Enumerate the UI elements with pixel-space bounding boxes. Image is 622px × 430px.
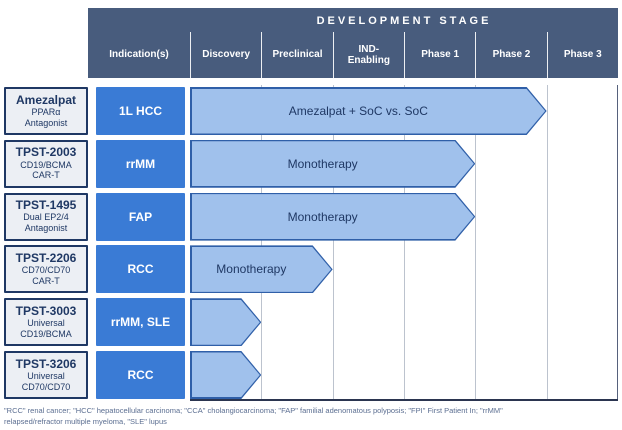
pipeline-grid: Amezalpat PPARα Antagonist 1L HCC Amezal… [0,85,622,401]
pipeline-row-tpst-1495: TPST-1495 Dual EP2/4 Antagonist FAP Mono… [0,192,622,241]
stage-progress-arrow: Monotherapy [190,140,475,188]
stage-progress-arrow-fill [192,352,260,397]
program-subtitle: CD19/BCMA CAR-T [20,159,72,181]
program-name: TPST-3206 [15,356,77,371]
arrow-label: Monotherapy [287,209,358,224]
stage-progress-arrow-fill [192,194,474,239]
indication-box: RCC [96,245,185,294]
program-subtitle: Universal CD19/BCMA [20,317,72,339]
indication-box: rrMM [96,139,185,188]
program-box: TPST-3003 Universal CD19/BCMA [4,298,88,347]
stage-track: Monotherapy [190,193,618,241]
column-header-phase-3: Phase 3 [546,32,618,78]
stage-track [190,351,618,399]
stage-progress-arrow [190,298,261,346]
column-header-ind-enabling: IND- Enabling [332,32,404,78]
stage-track: Monotherapy [190,140,618,188]
pipeline-row-amezalpat: Amezalpat PPARα Antagonist 1L HCC Amezal… [0,87,622,135]
column-gridline-right-edge [617,85,618,400]
arrow-label: Amezalpat + SoC vs. SoC [288,104,428,118]
footnote: "RCC" renal cancer; "HCC" hepatocellular… [4,406,503,426]
column-header-phase-1: Phase 1 [403,32,475,78]
column-gridline [261,85,262,400]
stage-progress-arrow-fill [192,300,260,345]
column-gridline [475,85,476,400]
stage-progress-arrow [190,351,261,399]
stage-progress-arrow-fill [192,247,332,292]
program-subtitle: PPARα Antagonist [24,106,68,128]
pipeline-rows: Amezalpat PPARα Antagonist 1L HCC Amezal… [0,87,622,399]
indication-box: rrMM, SLE [96,298,185,347]
arrow-label: Monotherapy [287,156,358,171]
program-subtitle: CD70/CD70 CAR-T [21,265,71,286]
program-subtitle: Universal CD70/CD70 [21,370,71,392]
column-header-phase-2: Phase 2 [475,32,546,78]
stage-progress-arrow: Monotherapy [190,245,333,293]
program-name: TPST-2003 [15,145,77,160]
program-name: TPST-2206 [15,251,77,265]
arrow-label: Monotherapy [216,262,287,277]
stage-progress-arrow: Amezalpat + SoC vs. SoC [190,87,547,135]
program-name: TPST-3003 [15,303,77,318]
stage-column-headers: Indication(s) Discovery Preclinical IND-… [88,32,618,78]
indication-box: RCC [96,350,185,399]
program-name: TPST-1495 [15,198,77,213]
column-gridline [333,85,334,400]
pipeline-row-tpst-2206: TPST-2206 CD70/CD70 CAR-T RCC Monotherap… [0,245,622,294]
pipeline-row-tpst-3003: TPST-3003 Universal CD19/BCMA rrMM, SLE [0,298,622,347]
stage-progress-arrow: Monotherapy [190,193,475,241]
program-name: Amezalpat [15,92,77,107]
stage-progress-arrow-fill [192,89,546,134]
program-box: TPST-1495 Dual EP2/4 Antagonist [4,192,88,241]
program-subtitle: Dual EP2/4 Antagonist [23,212,69,234]
program-box: TPST-2003 CD19/BCMA CAR-T [4,139,88,188]
column-header-indications: Indication(s) [109,49,169,61]
chart-title: DEVELOPMENT STAGE [316,15,492,27]
column-gridline [547,85,548,400]
column-header-discovery: Discovery [190,32,261,78]
program-box: TPST-3206 Universal CD70/CD70 [4,350,88,399]
chart-baseline [190,399,618,401]
indication-box: 1L HCC [96,87,185,135]
program-box: TPST-2206 CD70/CD70 CAR-T [4,245,88,294]
pipeline-row-tpst-2003: TPST-2003 CD19/BCMA CAR-T rrMM Monothera… [0,139,622,188]
stage-track [190,298,618,346]
indication-box: FAP [96,192,185,241]
program-box: Amezalpat PPARα Antagonist [4,87,88,135]
column-gridline [404,85,405,400]
stage-progress-arrow-fill [192,141,474,186]
pipeline-row-tpst-3206: TPST-3206 Universal CD70/CD70 RCC [0,350,622,399]
column-header-preclinical: Preclinical [261,32,332,78]
development-stage-header: DEVELOPMENT STAGE Indication(s) Discover… [88,8,618,78]
stage-track: Amezalpat + SoC vs. SoC [190,87,618,135]
stage-track: Monotherapy [190,245,618,293]
